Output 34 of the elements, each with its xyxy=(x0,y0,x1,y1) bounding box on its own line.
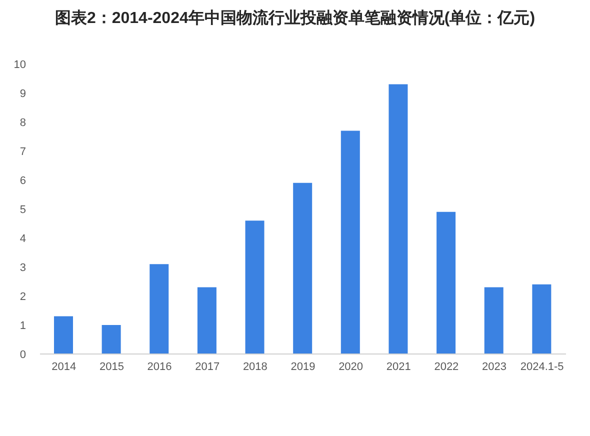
x-tick-label: 2016 xyxy=(147,360,172,373)
y-tick-label: 1 xyxy=(20,320,26,332)
y-tick-label: 5 xyxy=(20,204,26,216)
bar xyxy=(293,182,312,354)
y-tick-label: 0 xyxy=(20,348,26,361)
y-tick-label: 9 xyxy=(20,88,26,100)
y-tick-label: 4 xyxy=(20,232,26,245)
x-tick-label: 2023 xyxy=(482,360,507,373)
bar xyxy=(532,284,552,354)
bar xyxy=(150,264,169,354)
bar xyxy=(245,220,264,354)
y-tick-label: 7 xyxy=(20,146,26,158)
x-tick-label: 2022 xyxy=(434,360,459,373)
x-tick-label: 2021 xyxy=(386,360,411,373)
y-tick-label: 10 xyxy=(14,58,26,71)
x-tick-label: 2015 xyxy=(99,360,124,373)
bar xyxy=(436,212,456,354)
x-tick-label: 2024.1-5 xyxy=(520,360,564,373)
bar xyxy=(54,316,73,354)
y-tick-label: 2 xyxy=(20,290,26,303)
y-tick-label: 6 xyxy=(20,174,26,187)
y-tick-label: 3 xyxy=(20,262,26,274)
bar xyxy=(340,130,360,354)
bar xyxy=(197,287,216,354)
x-tick-label: 2020 xyxy=(338,360,364,373)
x-tick-label: 2014 xyxy=(52,360,76,373)
bar xyxy=(388,84,408,354)
x-tick-label: 2019 xyxy=(290,360,316,373)
x-tick-label: 2018 xyxy=(242,360,268,373)
bar xyxy=(484,287,504,354)
x-tick-label: 2017 xyxy=(195,360,220,373)
chart-title: 图表2：2014-2024年中国物流行业投融资单笔融资情况(单位：亿元) xyxy=(54,8,536,29)
bar xyxy=(102,325,121,354)
y-tick-label: 8 xyxy=(20,116,26,129)
